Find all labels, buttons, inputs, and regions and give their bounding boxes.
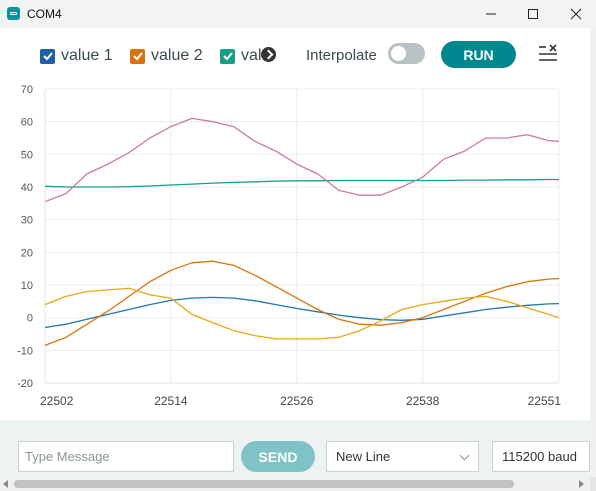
x-tick-label: 22514 [154, 394, 188, 408]
legend-item-value-2[interactable]: value 2 [130, 46, 203, 66]
scroll-thumb[interactable] [14, 480, 514, 488]
series-line-3 [44, 178, 559, 188]
window-title: COM4 [27, 7, 62, 21]
checkbox-checked-icon[interactable] [220, 48, 235, 64]
y-tick-label: 10 [21, 280, 33, 292]
series-line-1 [44, 296, 560, 329]
horizontal-scrollbar[interactable] [0, 477, 590, 491]
interpolate-label: Interpolate [306, 47, 377, 64]
chevron-down-icon [459, 450, 470, 461]
x-tick-label: 22502 [40, 394, 74, 408]
legend-label: value 1 [61, 47, 113, 64]
legend-label: value 2 [151, 47, 203, 64]
y-tick-label: 50 [21, 149, 33, 161]
y-tick-label: 40 [21, 182, 33, 194]
x-tick-label: 22538 [406, 394, 440, 408]
series-line-4 [44, 117, 560, 203]
y-tick-label: -10 [17, 345, 33, 357]
baud-rate-value: 115200 baud [502, 449, 577, 464]
series-line-2 [44, 260, 560, 347]
arduino-icon [7, 7, 20, 20]
x-tick-label: 22551 [528, 394, 562, 408]
scroll-left-icon[interactable] [3, 480, 8, 488]
scrollbar-corner [590, 477, 596, 491]
checkbox-checked-icon[interactable] [130, 48, 145, 64]
minimize-icon[interactable] [468, 2, 514, 26]
serial-input-bar: SEND New Line 115200 baud [0, 420, 590, 477]
title-bar: COM4 [0, 0, 596, 28]
close-icon[interactable] [553, 2, 596, 26]
clear-list-icon[interactable] [537, 44, 559, 64]
vertical-scrollbar[interactable] [590, 28, 596, 478]
plot-area: 70 60 50 40 30 20 10 0 -10 -20 22502 22514 22526 2253… [0, 82, 590, 420]
legend-label: val [241, 47, 262, 64]
toggle-knob [391, 46, 406, 61]
chevron-right-icon[interactable] [261, 47, 276, 62]
scroll-right-icon[interactable] [579, 480, 584, 488]
y-tick-label: 30 [21, 215, 33, 227]
baud-rate-select[interactable]: 115200 baud [492, 441, 590, 472]
line-chart: 70 60 50 40 30 20 10 0 -10 -20 22502 22514 22526 2253… [17, 84, 562, 408]
y-tick-label: 20 [21, 247, 33, 259]
line-ending-select[interactable]: New Line [326, 441, 479, 472]
legend-item-value-1[interactable]: value 1 [40, 46, 113, 66]
y-tick-label: 0 [27, 313, 33, 325]
send-button[interactable]: SEND [241, 441, 315, 472]
legend-item-value-3[interactable]: val [220, 46, 261, 66]
plotter-toolbar: value 1 value 2 val Interpolate RUN [0, 28, 596, 82]
message-input[interactable] [18, 441, 234, 472]
x-tick-label: 22526 [280, 394, 314, 408]
y-tick-label: 70 [21, 84, 33, 96]
series-line-5 [44, 287, 560, 340]
checkbox-checked-icon[interactable] [40, 48, 55, 64]
maximize-icon[interactable] [510, 2, 556, 26]
line-ending-value: New Line [336, 449, 391, 464]
y-tick-label: 60 [21, 117, 33, 129]
run-button[interactable]: RUN [441, 41, 516, 68]
y-tick-label: -20 [17, 378, 33, 390]
interpolate-toggle[interactable] [388, 43, 425, 64]
